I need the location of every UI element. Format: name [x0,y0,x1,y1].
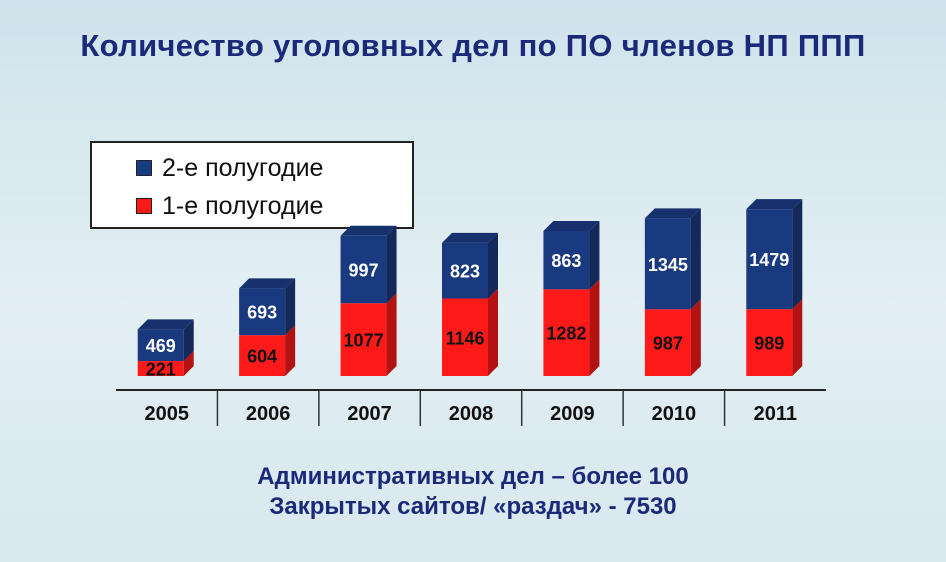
value-label-h1-2009: 1282 [546,324,586,344]
bar-side-h1-2011 [792,299,803,376]
footer-line-1: Административных дел – более 100 [257,463,689,490]
value-label-h2-2010: 1345 [648,255,688,275]
bar-h2-2005 [137,329,184,362]
bar-side-h2-2009 [589,220,600,290]
legend: 2-е полугодие 1-е полугодие [90,141,414,229]
legend-item-h2: 2-е полугодие [136,153,323,183]
bar-side-h2-2010 [690,208,701,310]
x-tick-label-2005: 2005 [144,403,189,425]
bar-h1-2010 [644,309,691,376]
bar-side-h2-2007 [386,225,397,304]
bar-h1-2011 [746,309,793,376]
bar-side-h2-2006 [285,278,296,336]
bar-side-h1-2005 [183,351,194,376]
chart-title: Количество уголовных дел по ПО членов НП… [80,28,866,63]
x-tick-label-2009: 2009 [550,403,595,425]
legend-label-h1: 1-е полугодие [162,191,324,220]
x-tick-label-2010: 2010 [652,403,697,425]
bar-h1-2008 [442,298,488,376]
bar-side-h2-2008 [488,232,498,299]
bar-h2-2009 [543,230,590,290]
x-tick-label-2011: 2011 [754,403,797,425]
bar-h2-2011 [746,209,793,310]
bar-side-h1-2006 [285,325,296,376]
bar-side-h2-2011 [792,199,803,310]
bar-side-h1-2007 [386,293,397,376]
value-label-h1-2007: 1077 [344,331,384,351]
legend-swatch-h2 [136,160,152,176]
value-label-h2-2011: 1479 [749,250,789,270]
bar-top-2010 [644,208,701,219]
x-tick-label-2006: 2006 [246,403,291,425]
value-label-h2-2007: 997 [349,260,379,280]
bar-h2-2008 [442,242,488,299]
x-tick-label-2008: 2008 [449,403,494,425]
bar-h1-2007 [340,303,387,376]
legend-label-h2: 2-е полугодие [162,153,324,182]
bar-h2-2007 [340,235,387,304]
value-label-h1-2010: 987 [653,334,683,354]
bar-side-h1-2010 [690,299,701,376]
value-label-h2-2006: 693 [247,303,277,323]
legend-item-h1: 1-е полугодие [136,191,323,221]
bar-h1-2006 [239,335,286,376]
bar-top-2008 [442,232,498,243]
bar-side-h1-2009 [589,279,600,376]
bar-side-h2-2005 [183,319,194,362]
value-label-h2-2008: 823 [450,262,480,282]
bar-h1-2005 [137,361,184,376]
footer-line-2: Закрытых сайтов/ «раздач» - 7530 [269,493,677,520]
bar-h2-2006 [239,288,286,336]
value-label-h1-2006: 604 [247,347,277,367]
bar-top-2007 [340,225,397,236]
bar-top-2009 [543,220,600,231]
value-label-h1-2008: 1146 [445,328,484,348]
bar-h2-2010 [644,218,691,310]
value-label-h2-2005: 469 [146,336,176,356]
value-label-h1-2005: 221 [146,360,176,380]
bar-side-h1-2008 [488,288,498,376]
bar-top-2006 [239,278,296,289]
bar-top-2005 [137,319,194,330]
value-label-h1-2011: 989 [754,334,784,354]
value-label-h2-2009: 863 [551,251,581,271]
legend-swatch-h1 [136,198,152,214]
bar-h1-2009 [543,289,590,376]
x-tick-label-2007: 2007 [347,403,392,425]
bar-top-2011 [746,199,803,210]
